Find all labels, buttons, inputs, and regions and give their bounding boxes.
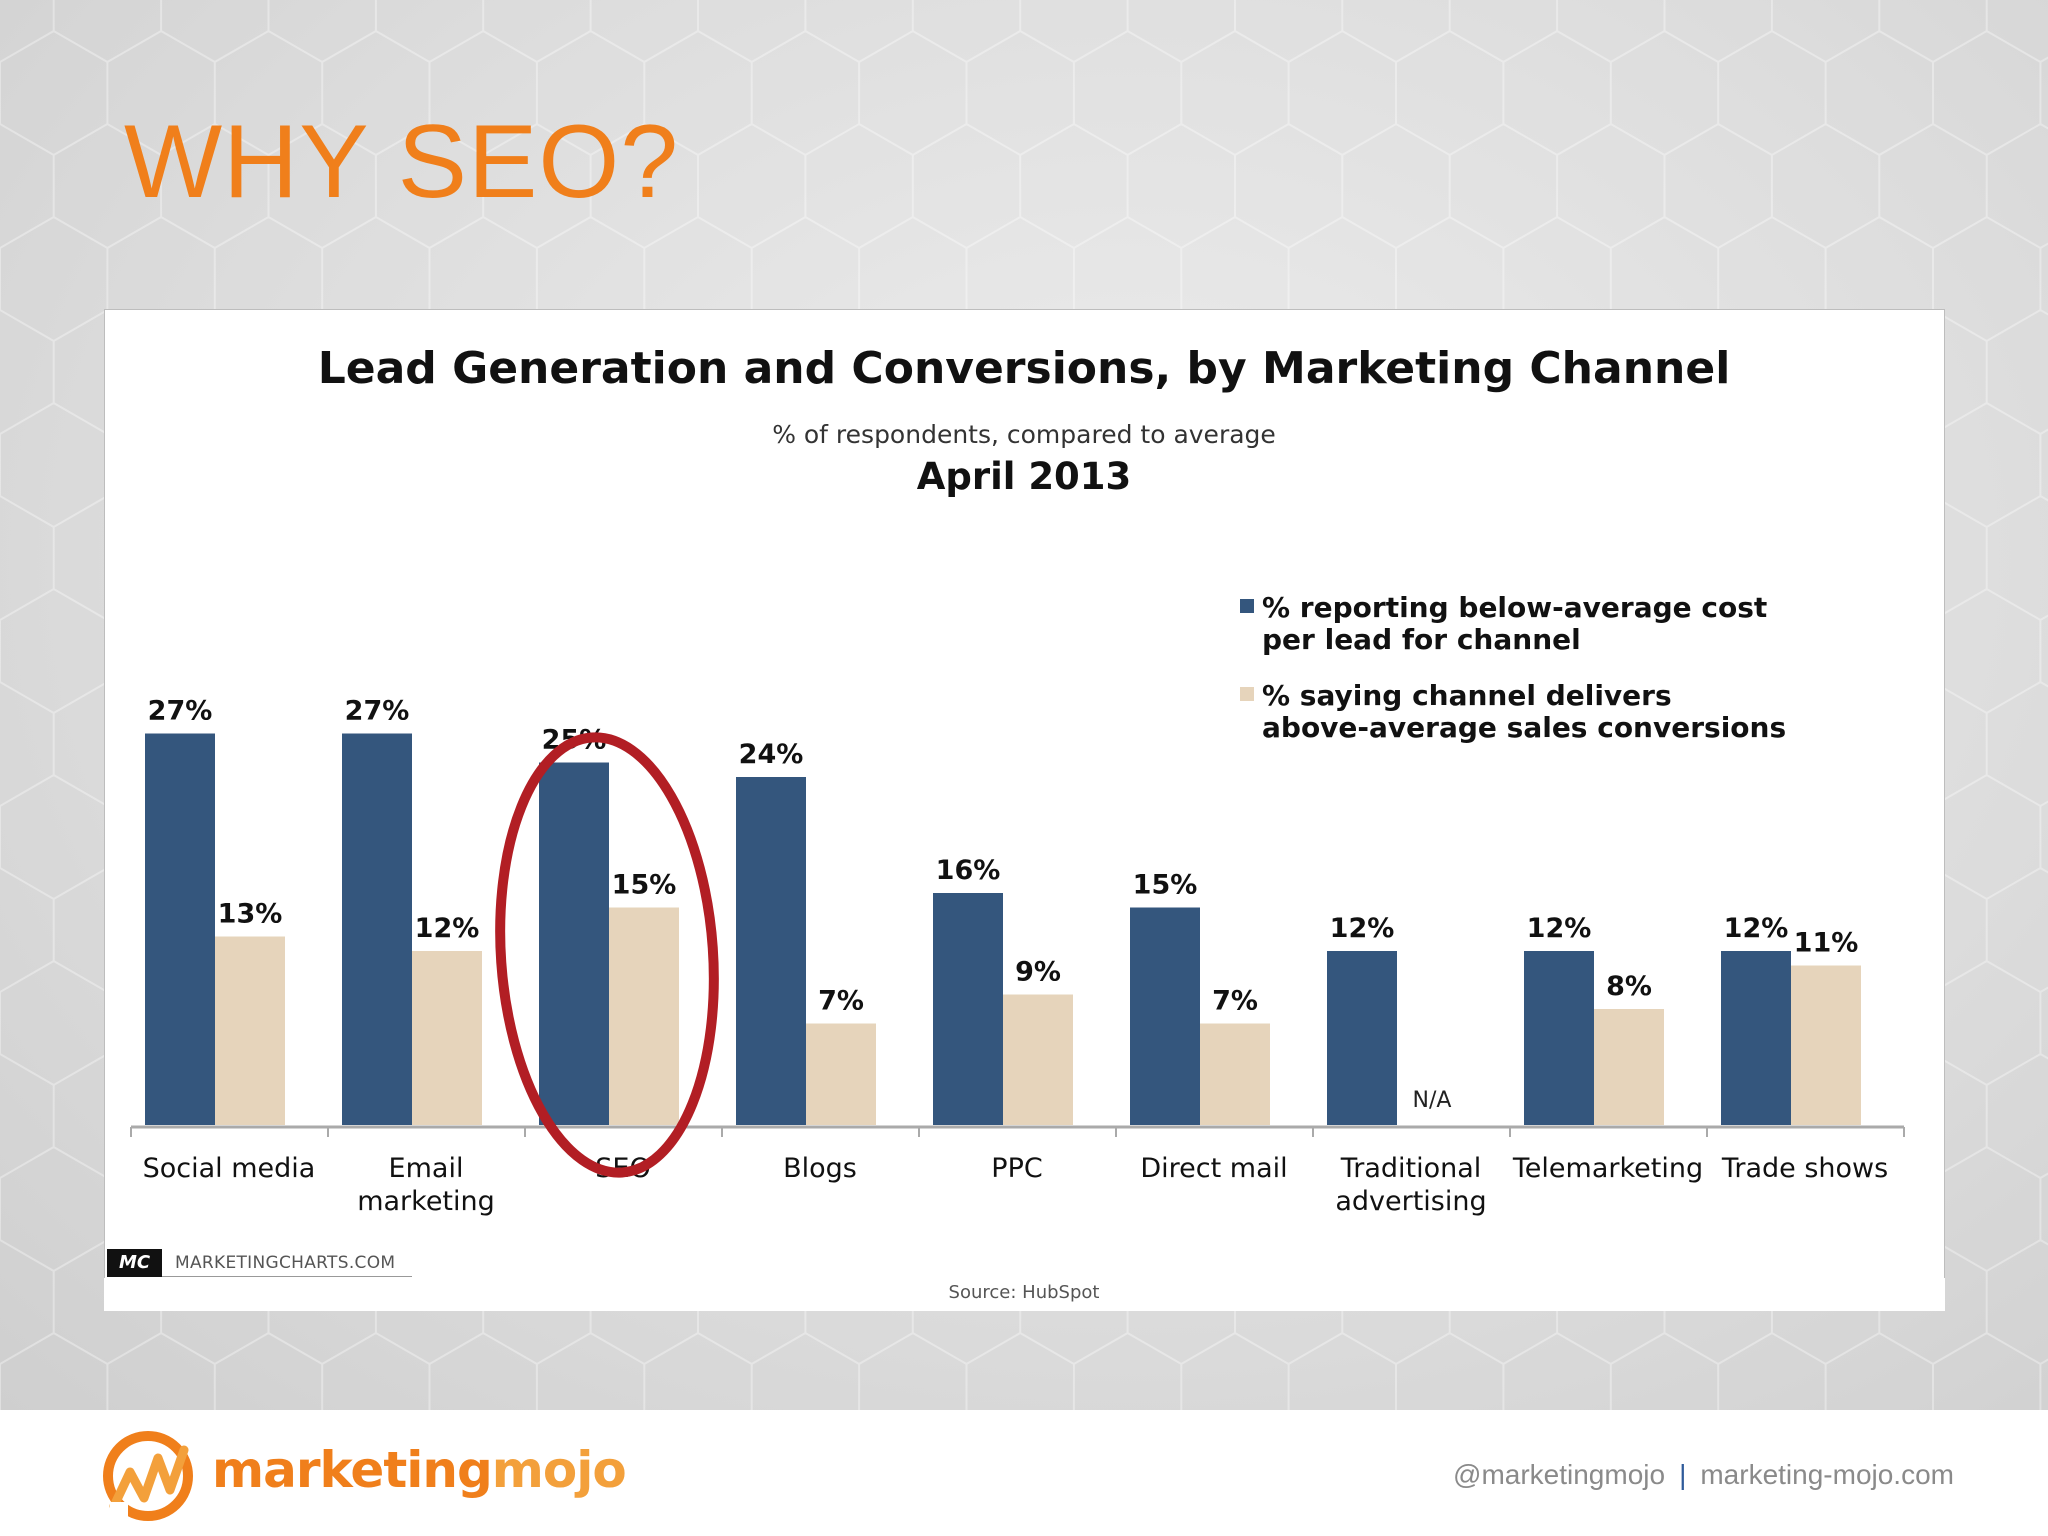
bar-cost-per-lead	[736, 777, 806, 1125]
legend-swatch	[1240, 687, 1254, 701]
data-label: 27%	[148, 696, 213, 727]
data-label: 11%	[1794, 928, 1859, 959]
twitter-handle-link[interactable]: @marketingmojo	[1453, 1459, 1666, 1490]
data-label: 8%	[1606, 971, 1652, 1002]
seo-highlight-circle	[495, 732, 719, 1178]
bar-cost-per-lead	[145, 733, 215, 1125]
bar-cost-per-lead	[539, 762, 609, 1125]
chart-source: Source: HubSpot	[948, 1282, 1100, 1303]
data-label-na: N/A	[1413, 1088, 1452, 1113]
data-label: 27%	[345, 696, 410, 727]
bar-conversions	[215, 936, 285, 1125]
bar-conversions	[412, 951, 482, 1125]
category-label: Email	[389, 1153, 464, 1184]
bar-conversions	[1791, 965, 1861, 1125]
data-label: 7%	[818, 986, 864, 1017]
website-link[interactable]: marketing-mojo.com	[1700, 1459, 1954, 1490]
data-label: 16%	[936, 855, 1001, 886]
category-label: Blogs	[783, 1153, 857, 1184]
category-label: Social media	[143, 1153, 316, 1184]
marketingcharts-site-label: MARKETINGCHARTS.COM	[175, 1253, 396, 1273]
slide-title: WHY SEO?	[124, 104, 680, 220]
bar-cost-per-lead	[1327, 951, 1397, 1125]
bar-cost-per-lead	[1130, 907, 1200, 1125]
data-label: 24%	[739, 739, 804, 770]
category-label: marketing	[357, 1186, 495, 1217]
bar-cost-per-lead	[1721, 951, 1791, 1125]
footer-separator: |	[1679, 1459, 1687, 1490]
source-strip	[104, 1278, 1945, 1311]
category-label: Traditional	[1340, 1153, 1482, 1184]
bar-conversions	[609, 907, 679, 1125]
marketingcharts-logo-badge: MC	[107, 1249, 162, 1277]
legend-label: % reporting below-average cost	[1262, 591, 1767, 624]
data-label: 12%	[1330, 913, 1395, 944]
legend-label: above-average sales conversions	[1262, 711, 1786, 744]
marketingmojo-logo-icon	[103, 1431, 193, 1521]
data-label: 7%	[1212, 986, 1258, 1017]
watermark-divider	[162, 1276, 412, 1277]
category-label: PPC	[991, 1153, 1042, 1184]
data-label: 12%	[415, 913, 480, 944]
legend-label: per lead for channel	[1262, 623, 1581, 656]
bar-cost-per-lead	[933, 893, 1003, 1125]
bar-conversions	[1594, 1009, 1664, 1125]
bar-chart: Lead Generation and Conversions, by Mark…	[130, 343, 1905, 1217]
category-label: Direct mail	[1140, 1153, 1287, 1184]
slide-footer	[0, 1410, 2048, 1536]
brand-wordmark-main: marketing	[212, 1441, 493, 1499]
bar-cost-per-lead	[342, 733, 412, 1125]
category-label: Telemarketing	[1512, 1153, 1703, 1184]
data-label: 12%	[1527, 913, 1592, 944]
chart-date: April 2013	[917, 455, 1132, 498]
brand-wordmark-accent: mojo	[491, 1441, 627, 1499]
data-label: 15%	[1133, 870, 1198, 901]
chart-title: Lead Generation and Conversions, by Mark…	[318, 343, 1731, 394]
bar-conversions	[806, 1023, 876, 1125]
legend-swatch	[1240, 599, 1254, 613]
bar-conversions	[1003, 994, 1073, 1125]
data-label: 12%	[1724, 913, 1789, 944]
data-label: 13%	[218, 899, 283, 930]
bar-conversions	[1200, 1023, 1270, 1125]
category-label: advertising	[1335, 1186, 1486, 1217]
brand-wordmark: marketingmojo	[212, 1440, 627, 1500]
data-label: 9%	[1015, 957, 1061, 988]
category-label: Trade shows	[1721, 1153, 1888, 1184]
chart-subtitle: % of respondents, compared to average	[772, 420, 1276, 449]
data-label: 15%	[612, 870, 677, 901]
legend-label: % saying channel delivers	[1262, 679, 1672, 712]
bar-cost-per-lead	[1524, 951, 1594, 1125]
footer-links: @marketingmojo | marketing-mojo.com	[1453, 1455, 1954, 1495]
